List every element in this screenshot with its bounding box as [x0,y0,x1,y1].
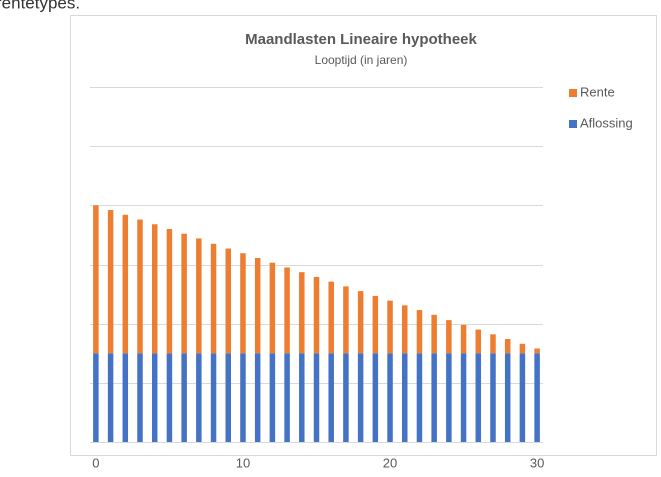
bar-segment [534,353,540,442]
bar-segment [254,353,261,442]
page-text: rentetypes. [0,0,80,12]
bar-segment [475,353,482,442]
bar-segment [107,353,114,442]
bar-segment [343,286,349,354]
chart-frame [70,15,657,456]
bar-segment [313,276,320,354]
bar-segment [313,353,320,442]
bar-segment [299,272,305,354]
bar-segment [269,353,276,442]
bar-segment [446,320,452,354]
bar-segment [225,353,232,442]
bar-segment [372,295,379,354]
bar-segment [254,257,261,354]
chart-subtitle: Looptijd (in jaren) [315,53,408,67]
bar-segment [519,353,526,442]
bar-segment [475,329,482,354]
bar-segment [196,238,202,354]
bar-segment [240,253,246,354]
bar-segment [181,353,187,442]
bar-segment [151,224,158,354]
bar-segment [328,353,334,442]
bar-segment [431,314,437,354]
legend-label: Rente [580,84,615,99]
bar-segment [460,353,467,442]
bar-segment [122,353,129,442]
legend-swatch [569,120,577,128]
bar-segment [490,353,496,442]
bar-segment [401,353,408,442]
bar-segment [328,281,334,354]
bar-segment [93,353,99,442]
bar-segment [284,353,290,442]
bar-segment [225,248,232,354]
bar-segment [166,353,173,442]
bar-segment [446,353,452,442]
bar-segment [504,339,511,354]
bar-segment [210,353,217,442]
bar-segment [210,243,217,354]
bar-segment [166,229,173,354]
bar-segment [284,267,290,354]
bar-segment [196,353,202,442]
x-tick-label: 10 [236,455,250,470]
x-tick-label: 30 [530,455,544,470]
bar-segment [299,353,305,442]
legend-swatch [569,89,577,97]
bar-segment [357,291,364,354]
bar-segment [93,205,99,354]
bar-segment [534,348,540,354]
bar-segment [387,300,393,354]
x-tick-label: 20 [383,455,397,470]
bar-segment [401,305,408,354]
bar-segment [504,353,511,442]
bar-segment [269,262,276,354]
bar-segment [181,233,187,354]
bar-segment [416,310,423,354]
bar-segment [107,210,114,354]
bar-segment [460,324,467,354]
bar-segment [387,353,393,442]
bar-segment [490,334,496,354]
legend-label: Aflossing [580,115,633,130]
bar-segment [372,353,379,442]
bar-segment [137,353,143,442]
bar-segment [519,343,526,354]
chart-title: Maandlasten Lineaire hypotheek [245,31,477,48]
bar-segment [357,353,364,442]
bar-segment [431,353,437,442]
bar-segment [137,219,143,354]
bar-segment [122,214,129,354]
bar-segment [151,353,158,442]
x-tick-label: 0 [92,455,99,470]
bar-segment [343,353,349,442]
bar-segment [416,353,423,442]
bar-segment [240,353,246,442]
